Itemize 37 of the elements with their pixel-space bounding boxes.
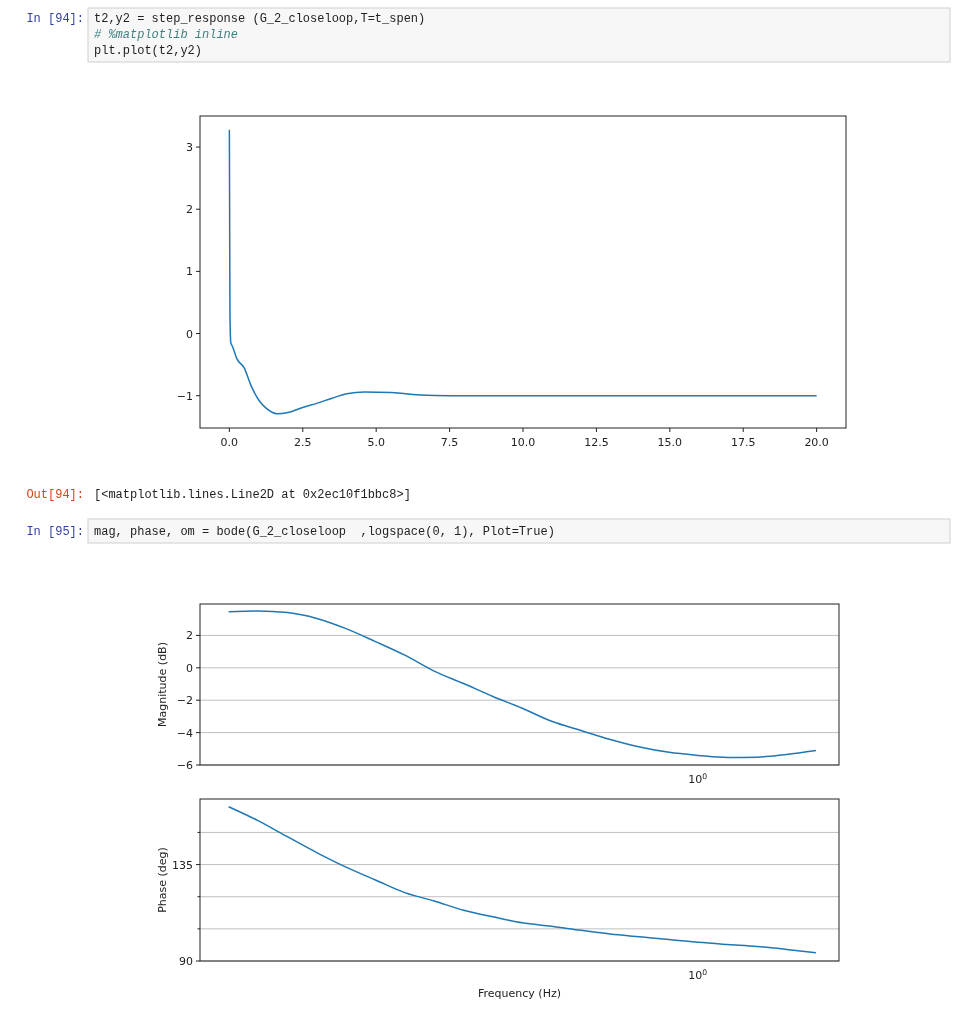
text: # %matplotlib inline [94,28,239,42]
line-series [227,610,817,759]
x-tick-label: 15.0 [657,436,683,449]
x-tick-label: 10.0 [510,436,536,449]
x-tick-label: 5.0 [367,436,385,449]
text: In [94]: [26,12,84,26]
text: In [95]: [26,525,84,539]
text: plt.plot(t2,y2) [94,44,203,58]
y-tick-label: 135 [172,858,193,872]
text: Out[94]: [26,488,84,502]
y-tick-label: 2 [186,629,193,643]
y-tick-label: −1 [176,389,193,403]
y-axis-title: Phase (deg) [156,847,169,913]
text: t2,y2 = step_response (G_2_closeloop,T=t_spen) [94,12,426,26]
x-tick-label: 20.0 [804,436,829,449]
y-tick-label: 0 [186,661,193,675]
y-tick-label: −4 [176,726,193,740]
y-tick-label: 3 [186,141,193,155]
x-tick-label: 17.5 [730,436,756,449]
y-tick-label: 2 [186,203,193,217]
y-axis-title: Magnitude (dB) [156,642,169,727]
x-tick-label: 12.5 [584,436,609,449]
x-tick-label: 0.0 [220,436,239,449]
text: 10$^{0}$ [688,967,708,982]
y-tick-label: −6 [176,759,193,772]
text: mag, phase, om = bode(G_2_closeloop ,logspace(0, 1), Plot=True) [94,525,555,539]
y-tick-label: 90 [179,955,193,968]
x-tick-label: 2.5 [294,436,312,449]
y-tick-label: 0 [186,327,193,341]
line-series [228,128,818,415]
y-tick-label: −2 [176,694,193,708]
y-tick-label: 1 [186,265,193,279]
line-series [227,805,817,954]
x-tick-label: 7.5 [440,436,459,449]
text: 10$^{0}$ [688,771,708,786]
x-axis-title: Frequency (Hz) [478,987,561,1000]
text: [<matplotlib.lines.Line2D at 0x2ec10f1bbc8>] [94,488,411,502]
